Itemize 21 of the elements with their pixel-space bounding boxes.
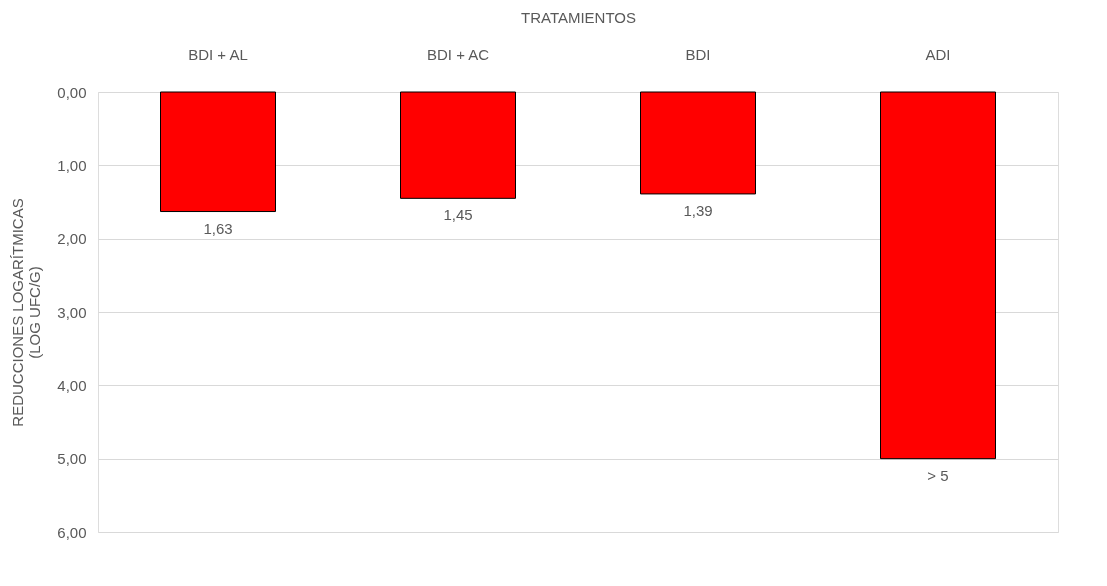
bar (880, 91, 996, 460)
x-tick-label: BDI + AL (188, 45, 248, 63)
x-tick-label: BDI (685, 45, 711, 63)
y-tick-label: 5,00 (57, 450, 87, 468)
x-tick-label: BDI + AC (426, 45, 490, 63)
data-label: > 5 (927, 466, 949, 484)
bar (160, 91, 276, 213)
y-axis-title: REDUCCIONES LOGARÍTMICAS (LOG UFC/G) (9, 198, 44, 427)
y-tick-label: 4,00 (57, 376, 87, 394)
x-axis-title: TRATAMIENTOS (520, 8, 637, 26)
data-label: 1,45 (443, 206, 473, 224)
data-label: 1,39 (683, 201, 713, 219)
x-tick-label: ADI (925, 45, 951, 63)
bar (400, 91, 516, 199)
y-tick-label: 3,00 (57, 303, 87, 321)
bar (640, 91, 756, 195)
data-label: 1,63 (203, 219, 233, 237)
y-tick-label: 0,00 (57, 83, 87, 101)
y-tick-label: 1,00 (57, 156, 87, 174)
y-tick-label: 6,00 (57, 523, 87, 541)
y-tick-label: 2,00 (57, 230, 87, 248)
